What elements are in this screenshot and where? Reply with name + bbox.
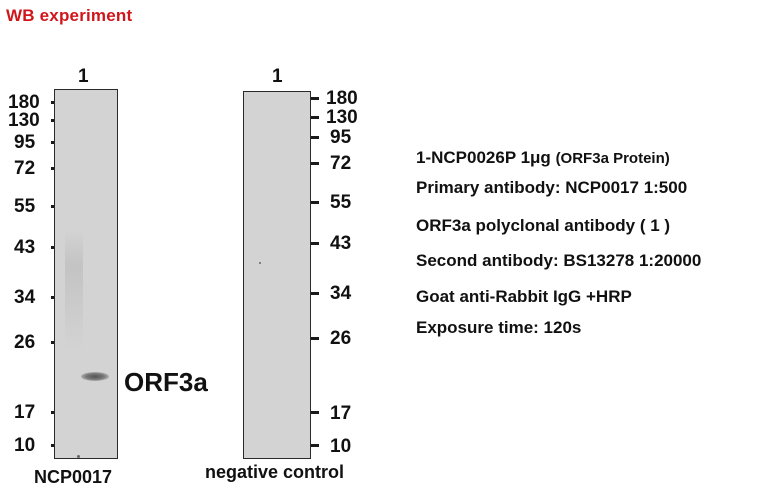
left-marker-55: 55 (14, 196, 36, 217)
info-line-antibody: ORF3a polyclonal antibody ( 1 ) (416, 216, 671, 235)
right-lane-number: 1 (272, 66, 283, 87)
membrane-spot (77, 455, 80, 458)
right-marker-180: 180 (326, 88, 358, 109)
right-tick-43 (311, 242, 319, 245)
info-sample-protein: (ORF3a Protein) (555, 150, 670, 167)
left-marker-34: 34 (14, 287, 36, 308)
right-marker-72: 72 (330, 153, 352, 174)
right-marker-10: 10 (330, 436, 352, 457)
right-tick-26 (311, 337, 319, 340)
band-label: ORF3a (124, 367, 208, 397)
left-blot-membrane (54, 89, 118, 459)
right-tick-130 (311, 116, 319, 119)
right-tick-72 (311, 162, 319, 165)
orf3a-band (81, 372, 109, 381)
left-marker-26: 26 (14, 332, 36, 353)
right-tick-10 (311, 444, 319, 447)
background-smear (65, 230, 83, 350)
right-tick-55 (311, 201, 319, 204)
right-tick-34 (311, 292, 319, 295)
left-marker-130: 130 (8, 110, 40, 131)
right-tick-17 (311, 411, 319, 414)
left-marker-17: 17 (14, 402, 36, 423)
left-marker-95: 95 (14, 132, 36, 153)
right-tick-95 (311, 136, 319, 139)
right-blot-membrane (243, 91, 311, 459)
left-marker-10: 10 (14, 435, 36, 456)
right-tick-180 (311, 97, 319, 100)
left-marker-43: 43 (14, 237, 36, 258)
right-marker-34: 34 (330, 283, 352, 304)
info-line-secondary: Second antibody: BS13278 1:20000 (416, 251, 702, 270)
left-marker-180: 180 (8, 92, 40, 113)
info-line-exposure: Exposure time: 120s (416, 318, 582, 337)
right-blot-caption: negative control (205, 462, 345, 482)
info-sample-amount: 1-NCP0026P 1μg (416, 148, 551, 167)
info-line-primary: Primary antibody: NCP0017 1:500 (416, 178, 688, 197)
right-marker-26: 26 (330, 328, 352, 349)
membrane-spot (259, 262, 261, 264)
right-marker-130: 130 (326, 107, 358, 128)
page-title: WB experiment (6, 6, 133, 25)
right-marker-17: 17 (330, 403, 352, 424)
right-marker-55: 55 (330, 192, 352, 213)
right-marker-43: 43 (330, 233, 352, 254)
info-line-sample: 1-NCP0026P 1μg (ORF3a Protein) (416, 148, 670, 168)
left-lane-number: 1 (78, 66, 89, 87)
right-marker-95: 95 (330, 127, 352, 148)
info-line-conjugate: Goat anti-Rabbit IgG +HRP (416, 287, 632, 306)
left-blot-caption: NCP0017 (34, 467, 113, 487)
left-marker-72: 72 (14, 158, 36, 179)
